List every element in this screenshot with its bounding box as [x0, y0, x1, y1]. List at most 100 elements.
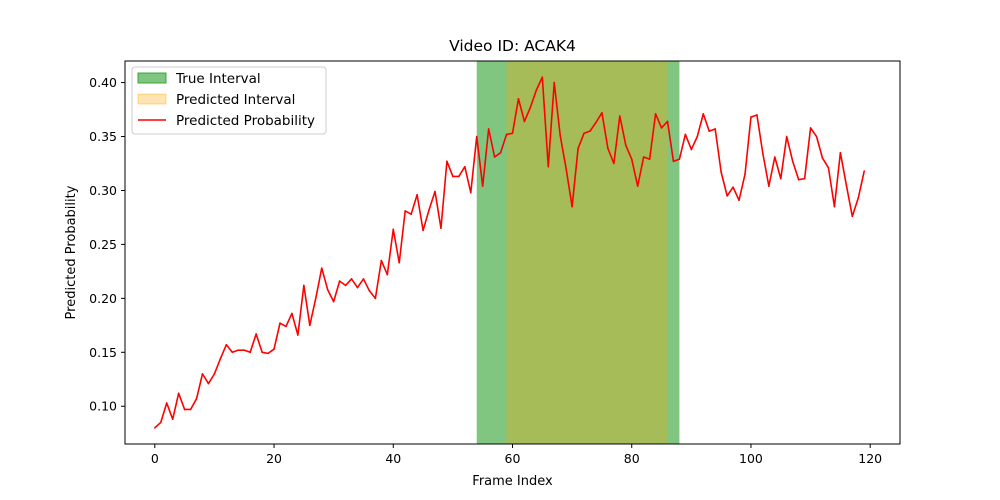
data-point — [720, 171, 722, 173]
series-line — [154, 76, 866, 429]
data-point — [231, 351, 234, 354]
data-point — [863, 170, 866, 172]
data-point — [464, 165, 466, 168]
x-tick-label: 0 — [151, 451, 159, 466]
data-point — [487, 128, 490, 130]
data-point — [523, 120, 526, 123]
data-point — [774, 156, 776, 158]
data-point — [493, 156, 496, 158]
data-point — [368, 290, 371, 292]
data-point — [636, 185, 639, 187]
data-point — [666, 120, 669, 123]
predicted-interval-span — [506, 61, 668, 444]
data-point — [434, 190, 436, 193]
data-point — [809, 127, 812, 129]
data-point — [785, 135, 788, 138]
data-point — [624, 144, 627, 146]
legend-box — [131, 66, 327, 135]
data-point — [857, 197, 860, 199]
data-point — [630, 158, 633, 160]
data-point — [797, 178, 800, 181]
data-point — [708, 130, 711, 132]
legend-true-interval-swatch — [137, 72, 167, 84]
data-point — [350, 278, 353, 280]
data-point — [833, 205, 836, 208]
data-point — [553, 81, 556, 84]
data-point — [428, 209, 430, 211]
data-point — [237, 349, 240, 351]
data-point — [827, 167, 830, 169]
true-interval-span — [476, 61, 680, 444]
data-point — [380, 259, 383, 262]
data-point — [273, 348, 275, 350]
data-point — [851, 215, 854, 218]
legend-predicted-probability-label: Predicted Probability — [176, 113, 315, 129]
data-point — [469, 191, 472, 194]
data-point — [529, 106, 532, 109]
data-point — [768, 185, 770, 187]
x-tick-label: 60 — [505, 451, 521, 466]
data-point — [344, 284, 347, 287]
data-point — [159, 421, 162, 424]
data-point — [535, 89, 538, 91]
data-point — [803, 177, 806, 180]
data-point — [684, 133, 687, 136]
chart-title: Video ID: ACAK4 — [449, 37, 576, 55]
data-point — [839, 151, 842, 154]
data-point — [541, 76, 544, 78]
data-point — [654, 113, 657, 115]
x-tick-label: 20 — [266, 451, 282, 466]
data-point — [845, 184, 848, 186]
data-point — [475, 135, 478, 138]
data-point — [738, 199, 740, 201]
data-point — [356, 286, 359, 289]
data-point — [511, 132, 514, 135]
data-point — [726, 195, 728, 197]
data-point — [189, 408, 192, 411]
data-point — [440, 227, 442, 230]
data-point — [732, 186, 734, 189]
data-point — [547, 165, 550, 168]
data-point — [577, 147, 579, 150]
data-point — [678, 158, 681, 160]
x-tick-label: 40 — [385, 451, 401, 466]
y-tick-label: 0.30 — [89, 183, 117, 198]
data-point — [601, 111, 603, 114]
data-point — [374, 297, 377, 300]
data-point — [410, 213, 412, 215]
y-tick-label: 0.10 — [89, 399, 117, 414]
data-point — [499, 151, 502, 154]
y-axis-ticks: 0.10 0.15 0.20 0.25 0.30 0.35 0.40 — [89, 75, 125, 414]
y-tick-label: 0.35 — [89, 129, 117, 144]
data-point — [744, 173, 746, 176]
data-point — [607, 147, 609, 150]
x-tick-label: 100 — [739, 451, 763, 466]
data-point — [285, 325, 287, 328]
data-point — [660, 127, 663, 129]
data-point — [398, 261, 401, 264]
data-point — [320, 267, 323, 269]
data-point — [613, 162, 615, 165]
data-point — [559, 134, 561, 137]
x-tick-label: 80 — [624, 451, 640, 466]
y-tick-label: 0.40 — [89, 75, 117, 90]
data-point — [386, 273, 389, 276]
y-tick-label: 0.15 — [89, 345, 117, 360]
data-point — [452, 175, 454, 178]
data-point — [291, 312, 293, 315]
data-point — [672, 160, 675, 163]
data-point — [571, 205, 573, 208]
data-point — [762, 152, 764, 155]
x-tick-label: 120 — [858, 451, 882, 466]
data-point — [297, 334, 299, 336]
data-point — [404, 210, 406, 212]
data-point — [589, 130, 591, 132]
data-point — [583, 132, 585, 135]
data-point — [261, 351, 263, 354]
data-point — [702, 113, 705, 115]
data-point — [422, 229, 424, 232]
data-point — [458, 175, 460, 178]
data-point — [332, 300, 335, 303]
data-point — [815, 135, 818, 138]
